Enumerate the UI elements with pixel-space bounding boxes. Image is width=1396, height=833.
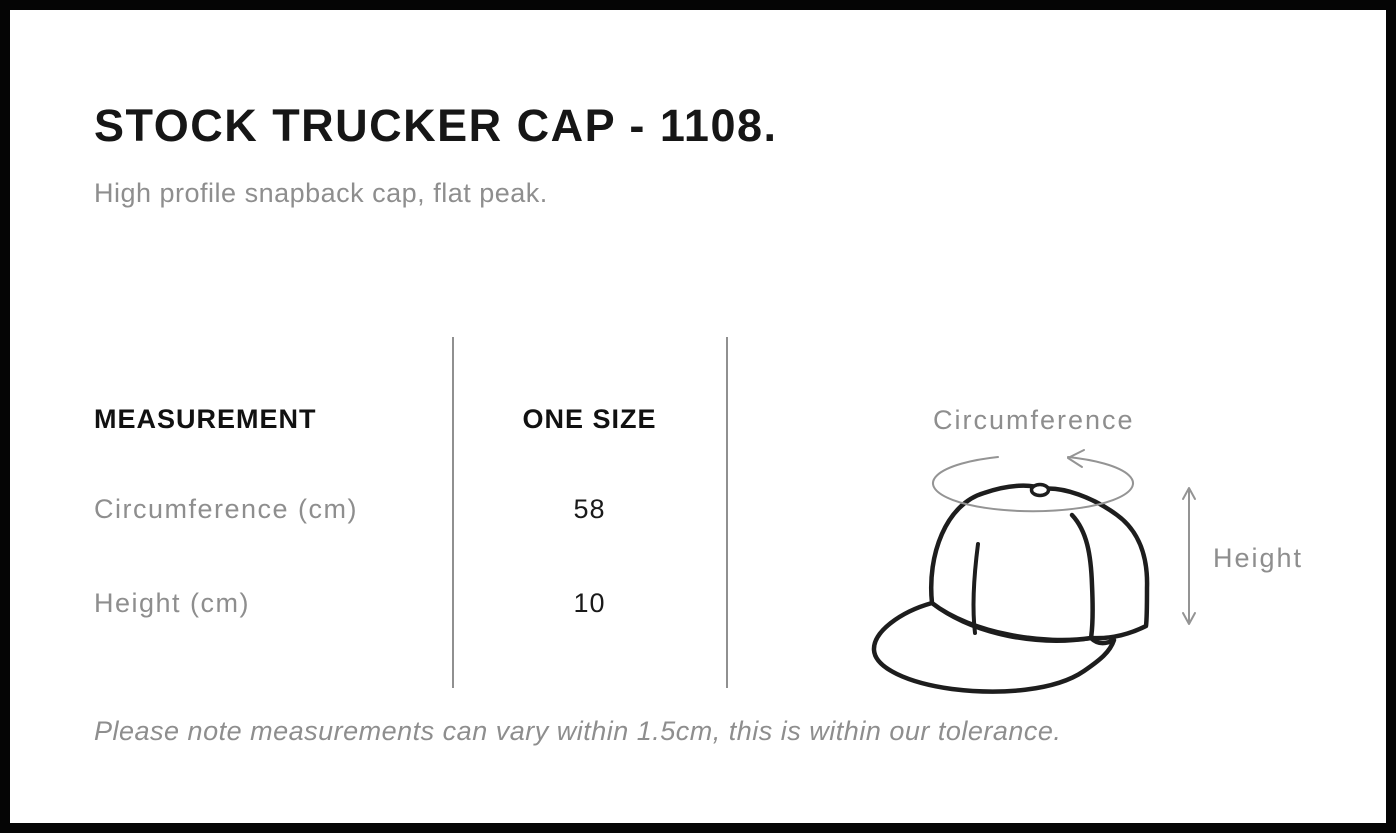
height-arrow-icon bbox=[1182, 487, 1196, 625]
cap-crown-path bbox=[928, 483, 1150, 643]
row-value-circumference: 58 bbox=[573, 494, 606, 524]
row-label-height: Height (cm) bbox=[94, 588, 251, 618]
column-header-measurement: MEASUREMENT bbox=[94, 404, 317, 434]
cap-illustration bbox=[871, 449, 1196, 694]
cap-side-seam-line bbox=[1069, 512, 1095, 641]
row-value-height: 10 bbox=[573, 588, 606, 618]
page-title: STOCK TRUCKER CAP - 1108. bbox=[94, 100, 778, 151]
height-annotation-label: Height bbox=[1213, 543, 1304, 573]
tolerance-note: Please note measurements can vary within… bbox=[94, 716, 1062, 746]
table-divider-right bbox=[726, 337, 728, 688]
page-subtitle: High profile snapback cap, flat peak. bbox=[94, 178, 548, 208]
circumference-arrow-icon bbox=[932, 449, 1134, 513]
cap-front-seam-line bbox=[971, 542, 980, 635]
cap-top-button bbox=[1029, 482, 1051, 498]
table-divider-left bbox=[452, 337, 454, 688]
circumference-annotation-label: Circumference bbox=[933, 405, 1135, 435]
column-header-one-size: ONE SIZE bbox=[522, 404, 657, 434]
row-label-circumference: Circumference (cm) bbox=[94, 494, 359, 524]
